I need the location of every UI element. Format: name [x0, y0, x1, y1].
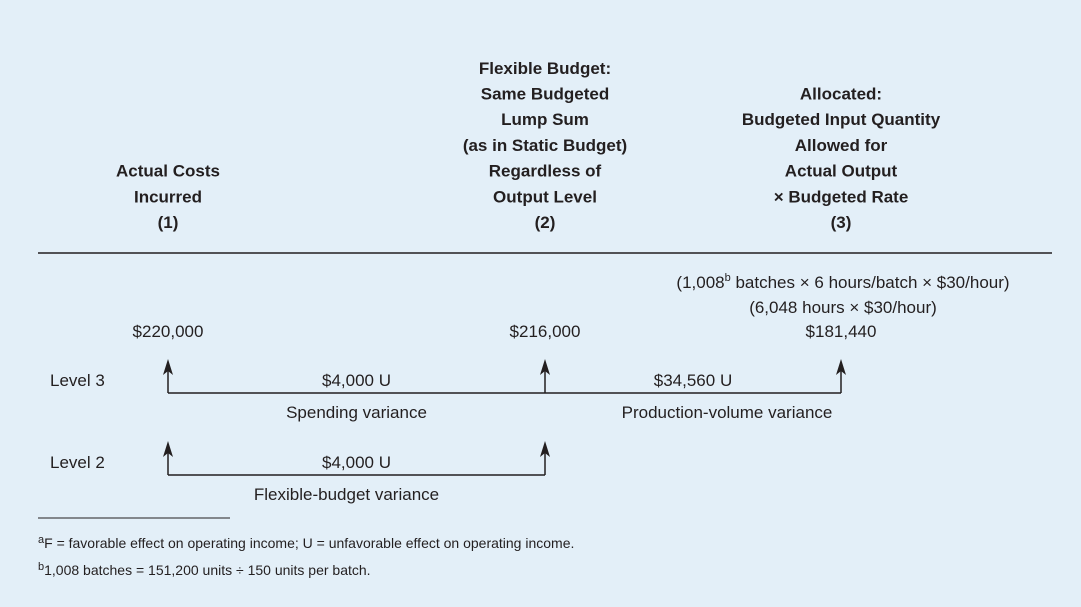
variance-name: Production-volume variance	[622, 403, 833, 422]
calculation-line: (1,008b batches × 6 hours/batch × $30/ho…	[676, 272, 1009, 292]
arrow-head	[163, 359, 173, 375]
column-heading: Budgeted Input Quantity	[742, 110, 941, 129]
footnote-mark: a	[38, 534, 45, 546]
variance-name: Spending variance	[286, 403, 427, 422]
variance-amount: $4,000 U	[322, 371, 391, 390]
footnote-text: 1,008 batches = 151,200 units ÷ 150 unit…	[44, 562, 370, 578]
arrow-head	[540, 359, 550, 375]
level-label: Level 3	[50, 371, 105, 390]
arrow-head	[163, 441, 173, 457]
column-heading: Regardless of	[489, 162, 602, 181]
column-heading: Allocated:	[800, 85, 882, 104]
column-heading: Allowed for	[795, 136, 888, 155]
column-amount: $216,000	[510, 322, 581, 341]
column-number: (2)	[535, 213, 556, 232]
column-heading: Same Budgeted	[481, 85, 609, 104]
footnote-text: F = favorable effect on operating income…	[44, 535, 574, 551]
calc-text: batches × 6 hours/batch × $30/hour)	[731, 273, 1010, 292]
arrow-head	[836, 359, 846, 375]
column-heading: Lump Sum	[501, 110, 589, 129]
variance-amount: $34,560 U	[654, 371, 732, 390]
column-heading: Output Level	[493, 187, 597, 206]
column-amount: $181,440	[806, 322, 877, 341]
variance-name: Flexible-budget variance	[254, 485, 439, 504]
variance-amount: $4,000 U	[322, 453, 391, 472]
column-heading: Actual Costs	[116, 162, 220, 181]
level-label: Level 2	[50, 453, 105, 472]
calculation-line: (6,048 hours × $30/hour)	[749, 298, 937, 317]
column-number: (1)	[158, 213, 179, 232]
arrow-head	[540, 441, 550, 457]
column-heading: Actual Output	[785, 162, 898, 181]
column-number: (3)	[831, 213, 852, 232]
footnote-mark: b	[38, 561, 44, 573]
column-heading: Incurred	[134, 187, 202, 206]
calc-sup: b	[725, 272, 731, 284]
calc-text: (1,008	[676, 273, 724, 292]
footnote: aF = favorable effect on operating incom…	[38, 534, 574, 551]
column-heading: × Budgeted Rate	[774, 187, 909, 206]
column-heading: Flexible Budget:	[479, 59, 611, 78]
column-heading: (as in Static Budget)	[463, 136, 627, 155]
footnote: b1,008 batches = 151,200 units ÷ 150 uni…	[38, 561, 371, 578]
column-amount: $220,000	[133, 322, 204, 341]
